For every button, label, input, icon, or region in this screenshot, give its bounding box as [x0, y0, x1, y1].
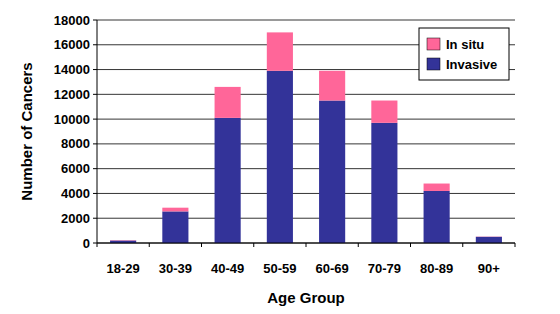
bar-segment [476, 236, 502, 237]
legend-box [419, 28, 509, 80]
legend-label: In situ [446, 37, 484, 52]
x-tick [358, 243, 359, 247]
legend-label: Invasive [446, 57, 497, 72]
legend-swatch [427, 58, 440, 70]
bar-segment [162, 208, 188, 212]
y-tick-label: 2000 [61, 211, 90, 226]
x-tick-label: 50-59 [263, 261, 296, 276]
bar-segment [371, 123, 397, 243]
y-tick [93, 94, 97, 95]
y-tick [93, 143, 97, 144]
bar-segment [319, 101, 345, 243]
bar-segment [267, 71, 293, 243]
bar-segment [110, 240, 136, 241]
bar-segment [371, 101, 397, 123]
y-tick [93, 20, 97, 21]
y-tick [93, 44, 97, 45]
x-tick-label: 30-39 [159, 261, 192, 276]
grid-line [97, 119, 515, 120]
y-tick-label: 10000 [54, 112, 90, 127]
y-tick [93, 119, 97, 120]
bar-segment [319, 71, 345, 101]
y-tick-label: 0 [83, 236, 90, 251]
chart: 0 2000 4000 6000 8000 10000 12000 14000 16000 180… [0, 0, 560, 314]
y-tick [93, 193, 97, 194]
y-axis [97, 20, 98, 243]
x-axis-label: Age Group [267, 289, 345, 306]
grid-line [97, 218, 515, 219]
x-tick [149, 243, 150, 247]
x-tick-label: 70-79 [368, 261, 401, 276]
legend-swatch [427, 38, 440, 50]
x-tick-label: 18-29 [107, 261, 140, 276]
y-tick-label: 12000 [54, 87, 90, 102]
x-tick-label: 60-69 [316, 261, 349, 276]
bar-segment [267, 32, 293, 70]
y-tick-label: 6000 [61, 161, 90, 176]
y-tick [93, 168, 97, 169]
y-tick-label: 18000 [54, 13, 90, 28]
bar-segment [424, 184, 450, 191]
x-tick [253, 243, 254, 247]
y-tick-label: 16000 [54, 37, 90, 52]
bar-segment [162, 211, 188, 243]
x-tick-label: 40-49 [211, 261, 244, 276]
x-tick [306, 243, 307, 247]
y-tick [93, 218, 97, 219]
y-tick-label: 14000 [54, 62, 90, 77]
bar-segment [476, 237, 502, 243]
grid-line [97, 20, 515, 21]
y-tick-label: 4000 [61, 186, 90, 201]
y-axis-label: Number of Cancers [18, 62, 35, 200]
grid-line [97, 94, 515, 95]
legend: In situ Invasive [419, 28, 509, 80]
x-tick [97, 243, 98, 247]
y-tick [93, 243, 97, 244]
y-tick-label: 8000 [61, 136, 90, 151]
grid-line [97, 193, 515, 194]
x-tick-label: 80-89 [420, 261, 453, 276]
x-tick-label: 90+ [478, 261, 500, 276]
x-tick [515, 243, 516, 247]
grid-line [97, 168, 515, 169]
x-tick [201, 243, 202, 247]
y-tick [93, 69, 97, 70]
bar-segment [215, 87, 241, 118]
x-tick [462, 243, 463, 247]
grid-line [97, 143, 515, 144]
bar-segment [215, 118, 241, 243]
x-tick [410, 243, 411, 247]
bar-segment [424, 191, 450, 243]
